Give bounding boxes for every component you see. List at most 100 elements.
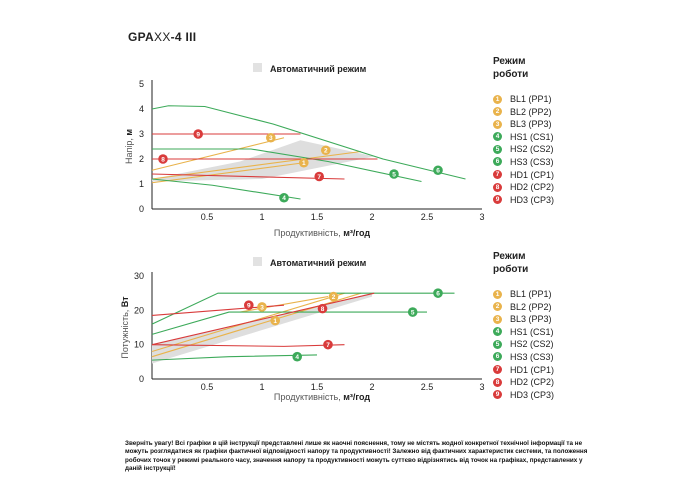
legend-label: BL1 (PP1) — [510, 94, 552, 104]
legend-marker-icon: 4 — [493, 132, 502, 142]
legend-label: HS3 (CS3) — [510, 156, 554, 167]
series-marker-label: 9 — [247, 303, 251, 310]
series-marker-label: 8 — [321, 306, 325, 313]
legend-label: HS1 (CS1) — [510, 326, 554, 337]
series-marker-4 — [279, 192, 289, 203]
series-marker-label: 7 — [317, 174, 321, 181]
series-marker-label: 1 — [302, 160, 306, 167]
legend-item: 8 HD2 (CP2) — [493, 181, 583, 193]
series-line-1 — [151, 162, 304, 184]
series-marker-1 — [299, 157, 309, 168]
legend-label: HD2 (CP2) — [510, 182, 555, 193]
y-tick-label: 0 — [139, 204, 144, 214]
legend-title: Режим роботи — [493, 56, 529, 80]
x-axis-label: Продуктивність, м³/год — [274, 392, 370, 402]
legend-label: BL2 (PP2) — [510, 301, 552, 312]
legend-marker-icon: 1 — [493, 94, 502, 104]
x-axis-label: Продуктивність, м³/год — [274, 228, 370, 238]
legend-label: BL3 (PP3) — [510, 119, 552, 130]
y-tick-label: 0 — [139, 374, 144, 384]
y-tick-label: 3 — [139, 129, 144, 139]
legend-item: 2 BL2 (PP2) — [493, 301, 583, 313]
series-marker-9 — [244, 300, 254, 310]
x-tick-label: 2.5 — [421, 212, 434, 222]
legend-item: 6 HS3 (CS3) — [493, 156, 583, 168]
series-marker-label: 1 — [273, 318, 277, 325]
auto-mode-swatch — [253, 257, 262, 266]
legend-item: 9 HD3 (CP3) — [493, 389, 583, 401]
series-marker-label: 2 — [324, 148, 328, 155]
legend-item: 2 BL2 (PP2) — [493, 106, 583, 118]
disclaimer-text: Зверніть увагу! Всі графіки в цій інстру… — [125, 440, 588, 472]
x-tick-label: 1.5 — [311, 212, 324, 222]
series-marker-label: 4 — [282, 195, 286, 202]
x-tick-label: 2.5 — [421, 382, 434, 392]
legend-label: HD1 (CP1) — [510, 364, 555, 375]
series-marker-label: 3 — [260, 304, 264, 311]
legend-item: 9 HD3 (CP3) — [493, 194, 583, 206]
legend-item: 4 HS1 (CS1) — [493, 326, 583, 338]
legend-marker-icon: 2 — [493, 302, 502, 312]
x-axis-unit: м³/год — [343, 228, 370, 238]
y-tick-label: 4 — [139, 104, 144, 114]
legend-item: 8 HD2 (CP2) — [493, 376, 583, 388]
y-tick-label: 10 — [134, 340, 144, 350]
legend-item: 1 BL1 (PP1) — [493, 93, 583, 105]
x-tick-label: 0.5 — [201, 212, 214, 222]
series-line-6 — [151, 292, 455, 325]
series-marker-3 — [266, 132, 276, 143]
legend-marker-icon: 8 — [493, 377, 502, 387]
series-marker-label: 8 — [161, 156, 165, 163]
y-tick-label: 1 — [139, 179, 144, 189]
series-marker-7 — [323, 339, 333, 350]
series-marker-6 — [433, 288, 443, 298]
legend-marker-icon: 2 — [493, 107, 502, 117]
legend-item: 4 HS1 (CS1) — [493, 131, 583, 143]
series-marker-7 — [314, 171, 325, 182]
y-axis-label: Потужність, Вт — [120, 296, 130, 359]
series-marker-label: 7 — [326, 342, 330, 349]
legend-label: HS2 (CS2) — [510, 339, 554, 350]
legend-marker-icon: 8 — [493, 182, 502, 192]
legend-label: BL3 (PP3) — [510, 314, 552, 325]
series-line-5 — [151, 311, 427, 335]
legend-label: HS3 (CS3) — [510, 351, 554, 362]
series-marker-label: 4 — [295, 354, 299, 361]
legend-marker-icon: 9 — [493, 390, 502, 400]
series-marker-1 — [270, 315, 281, 326]
legend-label: HD1 (CP1) — [510, 169, 555, 180]
auto-mode-label: Автоматичний режим — [270, 64, 367, 74]
legend-marker-icon: 9 — [493, 195, 502, 205]
legend-marker-icon: 3 — [493, 119, 502, 129]
head-chart: Автоматичний режим 0 1 2 3 4 5 0.5 1 1.5 2 2.5 3 Прод… — [124, 63, 485, 238]
series-marker-6 — [433, 165, 443, 176]
series-line-8 — [151, 292, 375, 346]
series-line-7 — [151, 173, 345, 180]
legend-marker-icon: 4 — [493, 327, 502, 337]
legend-title: Режим роботи — [493, 251, 529, 275]
series-line-3 — [151, 137, 285, 171]
series-marker-8 — [317, 303, 328, 314]
series-line-6 — [151, 105, 466, 180]
y-axis-unit: м — [124, 129, 134, 136]
legend-item: 1 BL1 (PP1) — [493, 288, 583, 300]
series-marker-8 — [158, 154, 168, 164]
y-tick-label: 20 — [134, 305, 144, 315]
series-marker-label: 5 — [392, 171, 396, 178]
x-tick-label: 2 — [369, 382, 374, 392]
x-tick-label: 0.5 — [201, 382, 214, 392]
legend-item: 5 HS2 (CS2) — [493, 143, 583, 155]
power-chart: Автоматичний режим 0 10 20 30 0.5 1 1.5 2 2.5 3 Про… — [120, 257, 485, 402]
series-marker-label: 3 — [269, 135, 273, 142]
series-marker-label: 6 — [436, 168, 440, 175]
legend-marker-icon: 5 — [493, 144, 502, 154]
legend-item: 5 HS2 (CS2) — [493, 338, 583, 350]
series-marker-5 — [389, 169, 399, 179]
legend-marker-icon: 7 — [493, 170, 502, 180]
x-tick-label: 3 — [479, 212, 484, 222]
legend-marker-icon: 5 — [493, 339, 502, 349]
product-title: GPAXX-4 III — [128, 30, 197, 44]
series-line-4 — [151, 178, 301, 200]
legend-bottom: Режим роботи 1 BL1 (PP1) 2 BL2 (PP2) 3 BL3 (PP3… — [493, 250, 583, 401]
series-marker-9 — [193, 129, 203, 139]
